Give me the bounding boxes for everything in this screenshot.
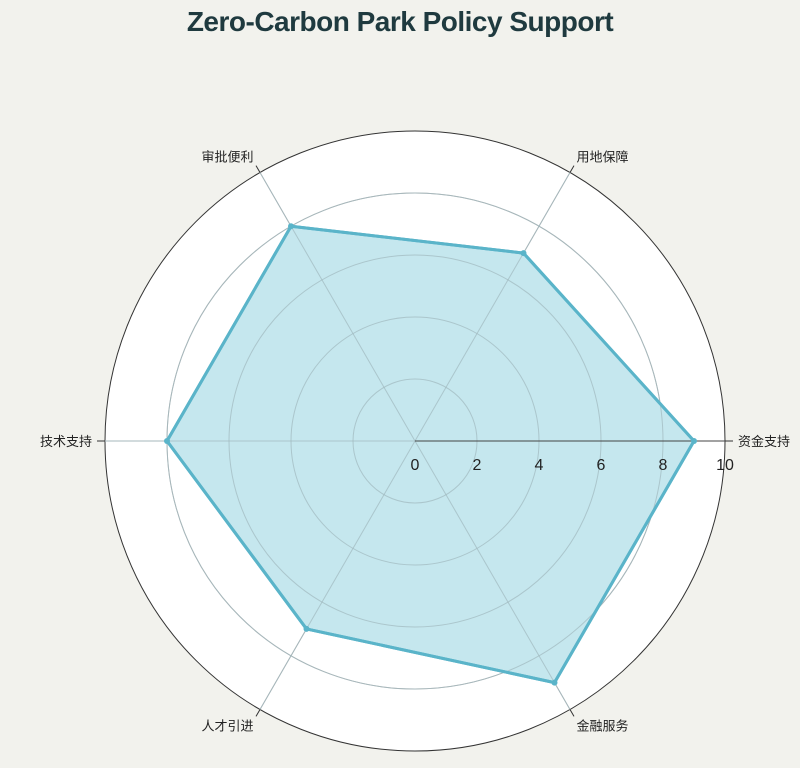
radial-tick-label-4: 8 bbox=[659, 457, 668, 474]
axis-label-2: 审批便利 bbox=[201, 150, 253, 165]
axis-label-3: 技术支持 bbox=[40, 435, 92, 450]
axis-tick-2 bbox=[255, 165, 261, 173]
radial-tick-label-0: 0 bbox=[411, 457, 420, 474]
axis-label-0: 资金支持 bbox=[738, 434, 790, 450]
chart-title: Zero-Carbon Park Policy Support bbox=[186, 6, 614, 37]
axis-tick-4 bbox=[255, 709, 261, 717]
spoke-overlay-4 bbox=[259, 440, 416, 710]
data-point-5 bbox=[551, 679, 558, 686]
radial-tick-label-5: 10 bbox=[716, 457, 734, 474]
spoke-overlay-5 bbox=[414, 440, 571, 710]
spoke-overlay-2 bbox=[259, 172, 416, 442]
axis-label-1: 用地保障 bbox=[577, 150, 629, 165]
data-point-1 bbox=[520, 250, 527, 257]
axis-tick-5 bbox=[569, 709, 575, 717]
data-point-3 bbox=[164, 438, 170, 444]
axis-tick-1 bbox=[569, 165, 575, 173]
data-point-2 bbox=[288, 223, 294, 230]
axis-label-5: 金融服务 bbox=[577, 719, 629, 735]
radial-tick-label-3: 6 bbox=[597, 457, 606, 474]
spoke-overlay-1 bbox=[414, 172, 571, 442]
data-point-4 bbox=[303, 625, 310, 632]
radial-tick-label-1: 2 bbox=[473, 457, 482, 474]
data-point-0 bbox=[691, 438, 697, 444]
axis-label-4: 人才引进 bbox=[201, 720, 253, 735]
radial-tick-label-2: 4 bbox=[535, 457, 544, 474]
